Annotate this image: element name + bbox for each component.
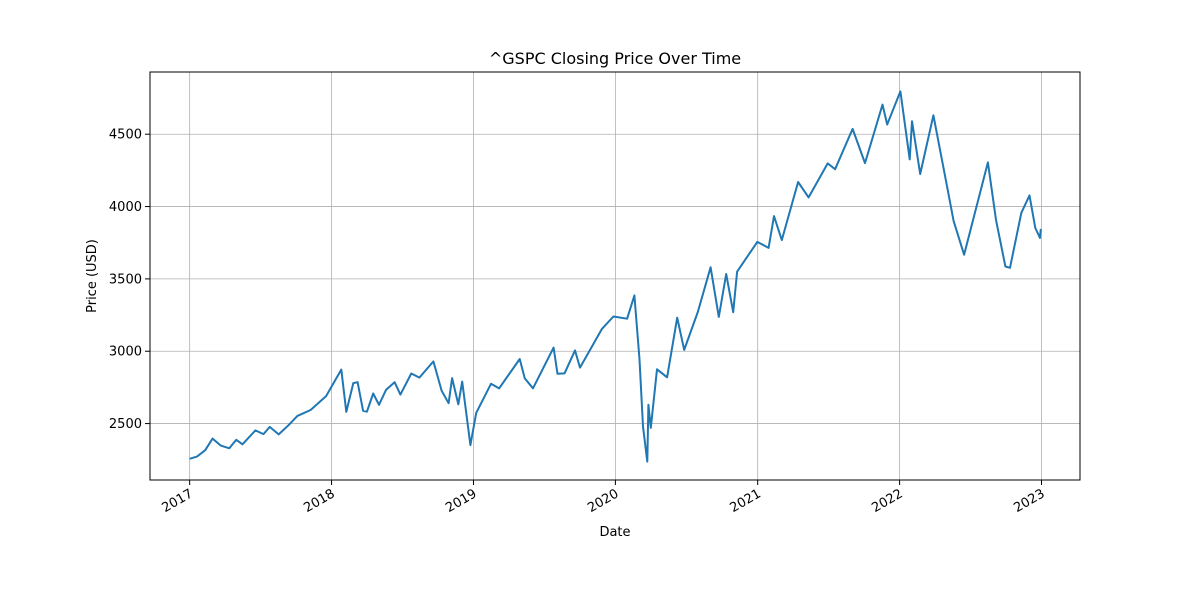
y-axis-title: Price (USD) <box>85 239 100 313</box>
y-tick-label: 3000 <box>109 345 142 360</box>
chart-title: ^GSPC Closing Price Over Time <box>489 49 741 68</box>
y-tick-label: 4500 <box>109 128 142 143</box>
series-line <box>189 90 1042 463</box>
y-tick-label: 3500 <box>109 272 142 287</box>
plot-layer <box>189 90 1042 463</box>
grid-layer <box>150 72 1080 480</box>
x-axis-title: Date <box>599 525 630 540</box>
y-tick-label: 2500 <box>109 417 142 432</box>
y-tick-label: 4000 <box>109 200 142 215</box>
